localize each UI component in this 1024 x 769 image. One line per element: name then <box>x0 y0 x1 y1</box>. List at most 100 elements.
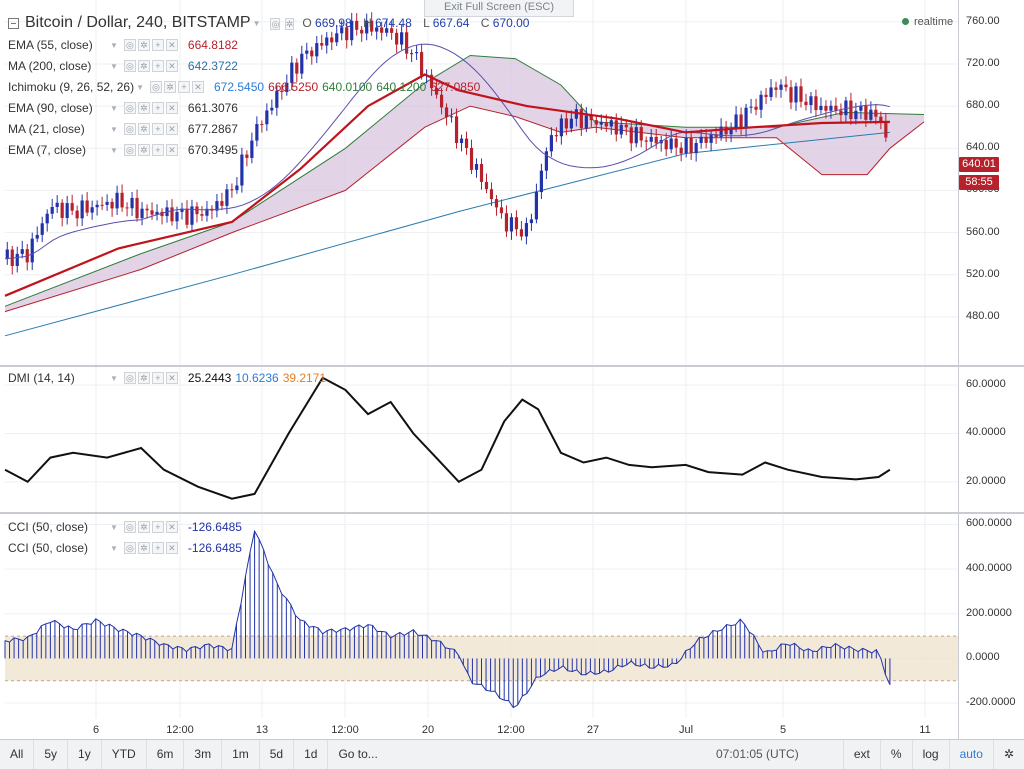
gear-icon[interactable]: ✲ <box>137 39 150 51</box>
indicator-name[interactable]: CCI (50, close) <box>8 541 89 555</box>
visibility-icon[interactable]: ◎ <box>123 521 136 533</box>
candle-body <box>200 214 204 216</box>
close-icon[interactable]: ✕ <box>165 144 178 156</box>
indicator-legend[interactable]: DMI (14, 14) ▼ ◎ ✲ + ✕ 25.2443 10.6236 39.2171 <box>8 370 326 386</box>
range-button-5d[interactable]: 5d <box>260 740 295 769</box>
collapse-icon[interactable] <box>8 17 19 29</box>
close-icon[interactable]: ✕ <box>165 372 178 384</box>
chevron-down-icon[interactable]: ▼ <box>110 522 118 532</box>
visibility-icon[interactable]: ◎ <box>270 18 281 30</box>
close-icon[interactable]: ✕ <box>165 39 178 51</box>
chevron-down-icon[interactable]: ▼ <box>110 40 118 50</box>
indicator-name[interactable]: MA (21, close) <box>8 122 85 136</box>
range-button-1m[interactable]: 1m <box>222 740 260 769</box>
add-icon[interactable]: + <box>151 144 164 156</box>
indicator-name[interactable]: EMA (55, close) <box>8 38 93 52</box>
gear-icon[interactable]: ✲ <box>137 102 150 114</box>
candle-body <box>519 229 524 237</box>
indicator-legend[interactable]: MA (200, close) ▼ ◎ ✲ + ✕ 642.3722 <box>8 58 238 74</box>
ext-toggle[interactable]: ext <box>842 740 880 769</box>
indicator-name[interactable]: Ichimoku (9, 26, 52, 26) <box>8 80 135 94</box>
add-icon[interactable]: + <box>151 521 164 533</box>
close-icon[interactable]: ✕ <box>165 521 178 533</box>
close-icon[interactable]: ✕ <box>192 81 204 93</box>
gear-icon[interactable]: ✲ <box>137 144 150 156</box>
candle-body <box>220 201 224 206</box>
chevron-down-icon[interactable]: ▼ <box>136 82 144 92</box>
chevron-down-icon[interactable]: ▼ <box>252 18 261 28</box>
chevron-down-icon[interactable]: ▼ <box>110 103 118 113</box>
gear-icon[interactable]: ✲ <box>137 542 150 554</box>
visibility-icon[interactable]: ◎ <box>123 542 136 554</box>
gear-icon[interactable]: ✲ <box>137 60 150 72</box>
candle-body <box>70 203 74 211</box>
visibility-icon[interactable]: ◎ <box>123 123 136 135</box>
range-button-all[interactable]: All <box>0 740 35 769</box>
visibility-icon[interactable]: ◎ <box>123 39 136 51</box>
candle-body <box>454 116 459 144</box>
add-icon[interactable]: + <box>151 542 164 554</box>
indicator-legend[interactable]: EMA (90, close) ▼ ◎ ✲ + ✕ 661.3076 <box>8 100 238 116</box>
close-icon[interactable]: ✕ <box>165 123 178 135</box>
indicator-legend[interactable]: EMA (7, close) ▼ ◎ ✲ + ✕ 670.3495 <box>8 142 238 158</box>
chevron-down-icon[interactable]: ▼ <box>110 543 118 553</box>
gear-icon[interactable]: ✲ <box>137 372 150 384</box>
add-icon[interactable]: + <box>151 123 164 135</box>
add-icon[interactable]: + <box>151 39 164 51</box>
indicator-name[interactable]: EMA (90, close) <box>8 101 93 115</box>
log-toggle[interactable]: log <box>911 740 949 769</box>
pane-divider-dmi[interactable] <box>0 365 1024 367</box>
range-button-3m[interactable]: 3m <box>184 740 223 769</box>
add-icon[interactable]: + <box>151 60 164 72</box>
indicator-legend[interactable]: CCI (50, close) ▼ ◎ ✲ + ✕ -126.6485 <box>8 519 242 535</box>
indicator-name[interactable]: EMA (7, close) <box>8 143 87 157</box>
gear-icon[interactable]: ✲ <box>137 521 150 533</box>
pane-divider-cci[interactable] <box>0 512 1024 514</box>
visibility-icon[interactable]: ◎ <box>123 144 136 156</box>
chevron-down-icon[interactable]: ▼ <box>110 373 118 383</box>
indicator-legend[interactable]: CCI (50, close) ▼ ◎ ✲ + ✕ -126.6485 <box>8 540 242 556</box>
close-icon[interactable]: ✕ <box>165 60 178 72</box>
gear-icon[interactable]: ✲ <box>164 81 176 93</box>
indicator-legend[interactable]: MA (21, close) ▼ ◎ ✲ + ✕ 677.2867 <box>8 121 238 137</box>
auto-toggle[interactable]: auto <box>948 740 993 769</box>
add-icon[interactable]: + <box>151 102 164 114</box>
goto-button[interactable]: Go to... <box>338 747 378 761</box>
y-tick-label: 20.0000 <box>966 474 1006 487</box>
indicator-legend[interactable]: Ichimoku (9, 26, 52, 26) ▼ ◎ ✲ + ✕ 672.5450 666… <box>8 79 480 95</box>
symbol-title[interactable]: Bitcoin / Dollar, 240, BITSTAMP <box>25 14 251 31</box>
candle-body <box>829 105 833 111</box>
range-button-6m[interactable]: 6m <box>147 740 185 769</box>
candle-body <box>105 201 109 205</box>
indicator-name[interactable]: MA (200, close) <box>8 59 92 73</box>
ema55-line <box>4 73 890 297</box>
candle-body <box>684 137 688 154</box>
visibility-icon[interactable]: ◎ <box>123 372 136 384</box>
utc-clock[interactable]: 07:01:05 (UTC) <box>716 747 799 761</box>
gear-icon[interactable]: ✲ <box>137 123 150 135</box>
close-icon[interactable]: ✕ <box>165 102 178 114</box>
indicator-name[interactable]: CCI (50, close) <box>8 520 89 534</box>
visibility-icon[interactable]: ◎ <box>150 81 162 93</box>
chevron-down-icon[interactable]: ▼ <box>110 124 118 134</box>
candle-body <box>95 204 99 208</box>
close-icon[interactable]: ✕ <box>165 542 178 554</box>
range-button-1y[interactable]: 1y <box>68 740 102 769</box>
range-button-5y[interactable]: 5y <box>34 740 69 769</box>
gear-icon[interactable]: ✲ <box>284 18 295 30</box>
chevron-down-icon[interactable]: ▼ <box>110 145 118 155</box>
add-icon[interactable]: + <box>178 81 190 93</box>
indicator-legend[interactable]: EMA (55, close) ▼ ◎ ✲ + ✕ 664.8182 <box>8 37 238 53</box>
indicator-name[interactable]: DMI (14, 14) <box>8 371 75 385</box>
candle-body <box>250 140 254 158</box>
percent-toggle[interactable]: % <box>879 740 912 769</box>
chevron-down-icon[interactable]: ▼ <box>110 61 118 71</box>
add-icon[interactable]: + <box>151 372 164 384</box>
exit-fullscreen-button[interactable]: Exit Full Screen (ESC) <box>424 0 574 17</box>
visibility-icon[interactable]: ◎ <box>123 102 136 114</box>
range-button-ytd[interactable]: YTD <box>102 740 147 769</box>
range-button-1d[interactable]: 1d <box>294 740 329 769</box>
visibility-icon[interactable]: ◎ <box>123 60 136 72</box>
candle-body <box>390 28 394 33</box>
gear-icon[interactable]: ✲ <box>992 740 1024 769</box>
